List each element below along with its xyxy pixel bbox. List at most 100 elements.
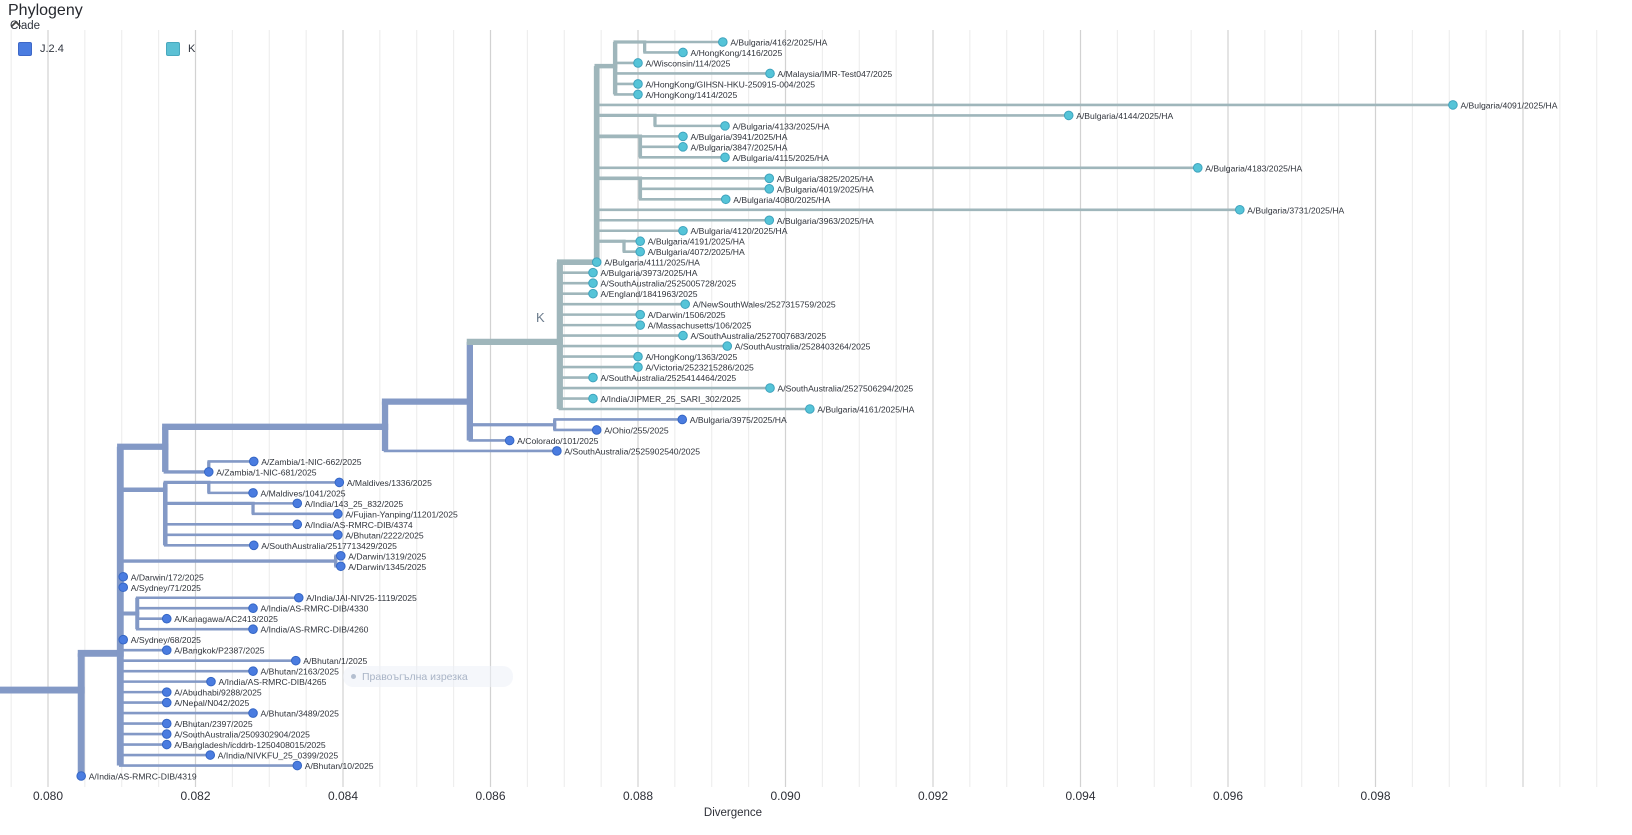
tree-tip-node[interactable] (206, 676, 216, 687)
tip-label: A/India/AS-RMRC-DIB/4260 (261, 625, 369, 635)
tree-tip-node[interactable] (678, 142, 688, 152)
axis-tick-label: 0.080 (33, 789, 63, 803)
tree-tip-node[interactable] (248, 708, 258, 718)
tip-label: A/Bulgaria/4091/2025/HA (1460, 100, 1557, 110)
tree-tip-node[interactable] (161, 645, 172, 655)
tree-tip-node[interactable] (633, 351, 643, 362)
tip-label: A/SouthAustralia/2525902540/2025 (564, 446, 700, 456)
tree-tip-node[interactable] (335, 550, 346, 561)
tree-tip-node[interactable] (718, 37, 728, 47)
legend-item-k[interactable]: K (166, 42, 195, 56)
tree-tip-node[interactable] (633, 79, 643, 89)
tree-tip-node[interactable] (722, 341, 733, 351)
tree-tip-node[interactable] (161, 687, 172, 697)
tree-tip-node[interactable] (720, 152, 730, 163)
tree-tip-node[interactable] (118, 634, 129, 645)
tree-tip-node[interactable] (118, 571, 129, 582)
tree-tip-node[interactable] (591, 257, 602, 267)
tree-tip-node[interactable] (764, 183, 775, 194)
tree-tip-node[interactable] (76, 771, 86, 781)
legend-item-j24[interactable]: J.2.4 (18, 42, 64, 56)
tree-tip-node[interactable] (635, 236, 646, 247)
tree-tip-node[interactable] (203, 467, 214, 477)
tip-label: A/England/1841963/2025 (601, 289, 698, 299)
tree-tip-node[interactable] (248, 456, 259, 467)
tree-tip-node[interactable] (588, 372, 598, 383)
tree-tip-node[interactable] (588, 278, 598, 288)
axis-tick-label: 0.092 (918, 789, 948, 803)
tree-tip-node[interactable] (1235, 204, 1245, 215)
tree-tip-node[interactable] (635, 309, 646, 320)
tree-tip-node[interactable] (678, 47, 688, 58)
axis-tick-label: 0.088 (623, 789, 653, 803)
tree-tip-node[interactable] (678, 131, 688, 142)
tip-label: A/Bulgaria/4161/2025/HA (817, 404, 914, 414)
tree-tip-node[interactable] (1063, 110, 1074, 121)
tree-tip-node[interactable] (633, 89, 643, 100)
tree-tip-node[interactable] (118, 582, 129, 593)
tree-tip-node[interactable] (248, 666, 258, 676)
tree-tip-node[interactable] (333, 509, 343, 519)
tree-tip-node[interactable] (677, 414, 688, 425)
tree-tip-node[interactable] (161, 718, 172, 729)
tree-tip-node[interactable] (1192, 163, 1203, 173)
clade-filter-header[interactable]: Clade (10, 20, 46, 32)
tip-label: A/Bhutan/2163/2025 (261, 667, 340, 677)
tree-tip-node[interactable] (334, 477, 345, 488)
tree-tip-node[interactable] (588, 267, 598, 278)
tip-label: A/Bhutan/2397/2025 (174, 719, 253, 729)
legend-swatch-j24[interactable] (18, 42, 32, 56)
tip-label: A/Ohio/255/2025 (604, 425, 669, 435)
tree-tip-node[interactable] (333, 530, 343, 540)
tree-tip-node[interactable] (678, 225, 688, 236)
tree-tip-node[interactable] (635, 320, 646, 330)
tree-tip-node[interactable] (633, 58, 643, 68)
tip-label: A/Fujian-Yanping/11201/2025 (345, 509, 458, 519)
tree-tip-node[interactable] (764, 173, 775, 184)
tip-label: A/Darwin/1319/2025 (348, 551, 426, 561)
tree-tip-node[interactable] (161, 613, 172, 624)
tree-tip-node[interactable] (678, 330, 688, 341)
tree-tip-node[interactable] (720, 194, 731, 205)
tree-tip-node[interactable] (248, 603, 258, 614)
tip-label: A/SouthAustralia/2527506294/2025 (778, 384, 914, 394)
tree-tip-node[interactable] (161, 739, 172, 750)
tree-tip-node[interactable] (292, 760, 303, 771)
tree-tip-node[interactable] (504, 435, 515, 446)
tree-tip-node[interactable] (335, 561, 346, 572)
tip-label: A/Massachusetts/106/2025 (648, 321, 752, 331)
tree-tip-node[interactable] (161, 729, 172, 739)
legend-swatch-k[interactable] (166, 42, 180, 56)
tree-tip-node[interactable] (765, 383, 775, 393)
tree-tip-node[interactable] (161, 697, 172, 708)
tree-tip-node[interactable] (292, 498, 303, 509)
tree-tip-node[interactable] (293, 592, 304, 603)
tree-tip-node[interactable] (765, 68, 775, 79)
tree-tip-node[interactable] (764, 215, 775, 226)
tree-tip-node[interactable] (552, 446, 562, 456)
tree-tip-node[interactable] (588, 288, 598, 299)
tree-tip-node[interactable] (1448, 100, 1458, 110)
tree-tip-node[interactable] (248, 540, 259, 551)
tree-tip-node[interactable] (248, 624, 258, 634)
tree-tip-node[interactable] (292, 519, 303, 530)
tree-tip-node[interactable] (248, 488, 258, 498)
tree-tip-node[interactable] (805, 404, 815, 414)
tip-label: A/Bangladesh/icddrb-1250408015/2025 (174, 740, 326, 750)
tree-tip-node[interactable] (591, 425, 602, 435)
tree-tip-node[interactable] (720, 121, 730, 131)
page-title: Phylogeny (8, 2, 83, 19)
tree-tip-node[interactable] (680, 299, 691, 309)
tree-tip-node[interactable] (635, 246, 646, 257)
tree-tip-node[interactable] (588, 393, 598, 404)
tree-tip-node[interactable] (633, 362, 643, 372)
axis-tick-label: 0.094 (1065, 789, 1095, 803)
tip-label: A/India/NIVKFU_25_0399/2025 (218, 751, 339, 761)
tip-label: A/SouthAustralia/2517713429/2025 (261, 541, 397, 551)
tip-label: A/HongKong/1363/2025 (646, 352, 738, 362)
watermark-text: Правоъгълна изрезка (362, 670, 468, 683)
tree-tip-node[interactable] (291, 655, 301, 666)
tree-tip-node[interactable] (205, 750, 216, 760)
tip-label: A/India/JAI-NIV25-1119/2025 (306, 593, 417, 603)
